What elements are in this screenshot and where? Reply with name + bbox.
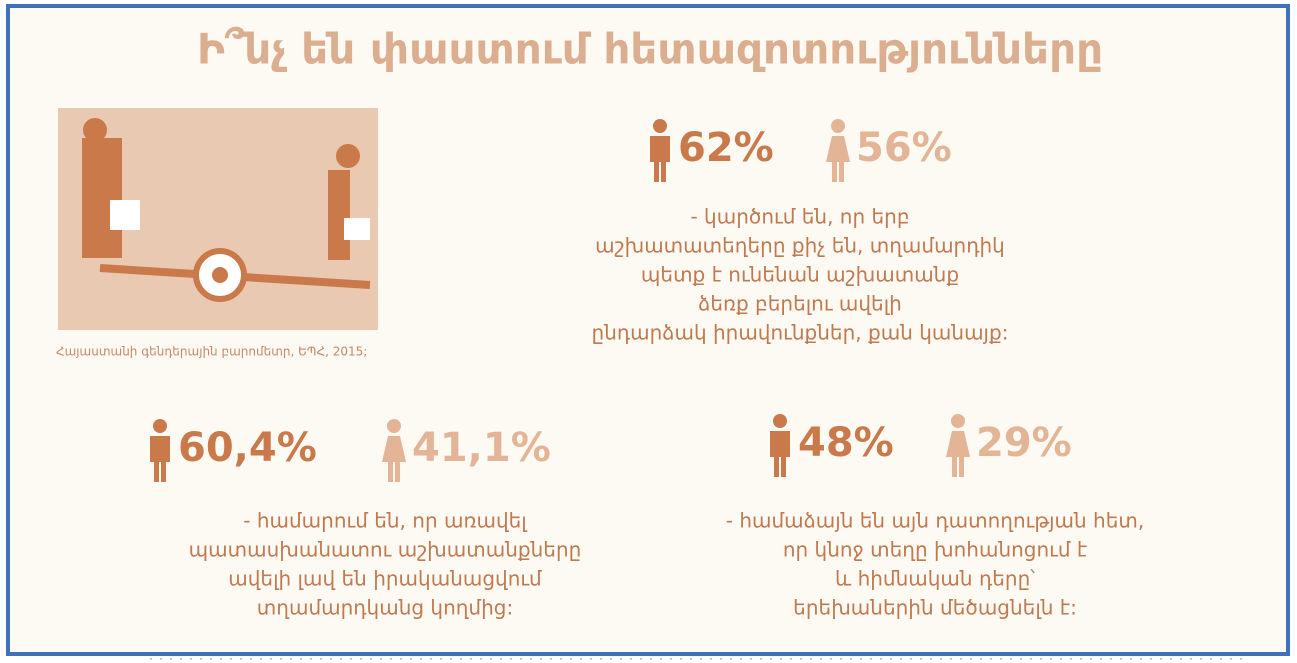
icon-head [951, 414, 965, 428]
icon-leg [388, 462, 393, 482]
stat-text: որ կնոջ տեղը խոհանոցում է [783, 538, 1087, 562]
icon-head [831, 119, 845, 133]
icon-body [826, 136, 850, 162]
stat-text: ընդարձակ իրավունքներ, քան կանայք: [592, 321, 1009, 345]
icon-leg [832, 162, 837, 182]
female-percent: 29% [976, 420, 1072, 466]
male-icon [650, 119, 670, 182]
female-percent: 56% [856, 125, 952, 171]
male-icon [150, 419, 170, 482]
icon-leg [781, 457, 786, 477]
icon-body [150, 436, 170, 462]
stat-text: և հիմնական դերը՝ [835, 567, 1035, 591]
icon-leg [959, 457, 964, 477]
stat-text: պատասխանատու աշխատանքները [189, 538, 582, 562]
male-percent: 62% [678, 125, 774, 171]
icon-body [382, 436, 406, 462]
icon-body [650, 136, 670, 162]
stat-text: - կարծում են, որ երբ [690, 205, 909, 229]
stat-text: - համաձայն են այն դատողության հետ, [726, 509, 1145, 533]
stat-text: - համարում են, որ առավել [243, 509, 528, 533]
icon-head [387, 419, 401, 433]
stat-text: երեխաներին մեծացնելն է: [793, 596, 1077, 620]
icon-head [153, 419, 167, 433]
icon-head [653, 119, 667, 133]
icon-leg [774, 457, 779, 477]
female-percent: 41,1% [412, 425, 551, 471]
icon-leg [161, 462, 166, 482]
female-icon [382, 419, 406, 482]
icon-leg [395, 462, 400, 482]
icon-leg [154, 462, 159, 482]
icon-body [770, 431, 790, 457]
title: Ի՞նչ են փաստում հետազոտությունները [197, 25, 1103, 74]
stat-text: ձեռք բերելու ավելի [698, 292, 902, 316]
icon-leg [654, 162, 659, 182]
icon-leg [839, 162, 844, 182]
male-icon [770, 414, 790, 477]
male-percent: 48% [798, 420, 894, 466]
stat-text: պետք է ունենան աշխատանք [641, 263, 959, 287]
icon-body [946, 431, 970, 457]
caption: Հայաստանի գենդերային բարոմետր, ԵՊՀ, 2015… [56, 345, 367, 359]
icon-leg [661, 162, 666, 182]
stat-text: ավելի լավ են իրականացվում [228, 567, 542, 591]
icon-leg [952, 457, 957, 477]
female-icon [826, 119, 850, 182]
stat-text: տղամարդկանց կողմից: [257, 596, 513, 620]
stat-text: աշխատատեղերը քիչ են, տղամարդիկ [595, 234, 1005, 258]
illustration [58, 108, 378, 330]
male-percent: 60,4% [178, 425, 317, 471]
icon-head [773, 414, 787, 428]
female-icon [946, 414, 970, 477]
